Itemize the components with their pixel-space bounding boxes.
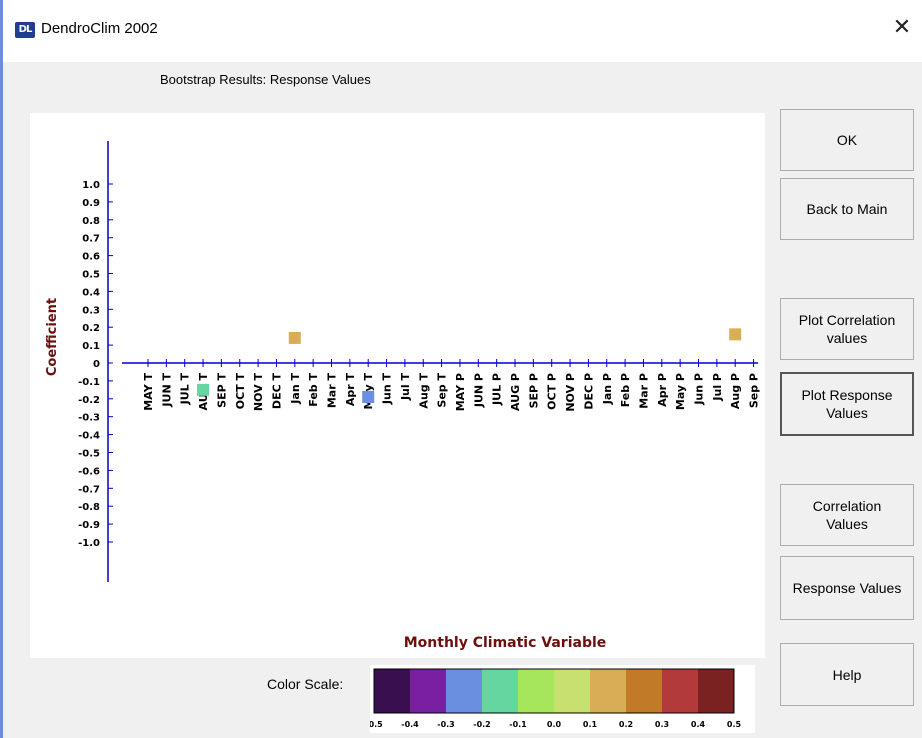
correlation-values-button[interactable]: Correlation Values [780, 484, 914, 546]
x-tick-label: MAY P [454, 373, 467, 411]
ok-button[interactable]: OK [780, 109, 914, 171]
plot-panel: 1.0 0.9 0.8 0.7 0.6 0.5 0.4 0.3 0.2 0.1 0 -0.1 -0.2 -… [30, 113, 765, 658]
x-tick-label: Sep T [436, 373, 449, 408]
coefficient-chart: 1.0 0.9 0.8 0.7 0.6 0.5 0.4 0.3 0.2 0.1 0 -0.1 -0.2 -… [45, 141, 761, 651]
title-bar: DL DendroClim 2002 ✕ [3, 0, 922, 62]
y-tick-label: -0.4 [78, 431, 100, 442]
color-scale-swatch [446, 669, 482, 713]
x-tick-label: NOV T [252, 373, 265, 412]
x-tick-label: Feb P [619, 373, 632, 407]
x-tick-label: Apr P [656, 373, 669, 407]
y-tick-label: 0.1 [82, 341, 100, 352]
x-tick-label: Jan P [601, 373, 614, 405]
y-tick-label: -0.9 [78, 520, 100, 531]
y-tick-label: -0.5 [78, 449, 100, 460]
y-tick-label: 1.0 [82, 180, 100, 191]
x-tick-label: JUL T [179, 373, 192, 406]
color-scale-tick-label: -0.4 [401, 720, 419, 729]
y-tick-label: 0.6 [82, 252, 100, 263]
y-tick-label: -1.0 [78, 538, 100, 549]
back-to-main-button[interactable]: Back to Main [780, 178, 914, 240]
x-tick-label: Feb T [307, 373, 320, 407]
color-scale-tick-label: -0.3 [437, 720, 455, 729]
plot-response-values-button[interactable]: Plot Response Values [780, 372, 914, 436]
x-tick-label: Mar P [637, 373, 650, 409]
y-tick-label: 0.4 [82, 287, 100, 298]
results-heading: Bootstrap Results: Response Values [160, 72, 371, 87]
help-button[interactable]: Help [780, 643, 914, 706]
y-tick-label: 0.8 [82, 216, 100, 227]
y-axis-title: Coefficient [45, 298, 60, 376]
x-tick-label: JUN T [160, 373, 173, 408]
x-tick-label: DEC P [582, 373, 595, 410]
color-scale-tick-label: 0.0 [547, 720, 562, 729]
color-scale-tick-label: 0.4 [691, 720, 706, 729]
x-tick-label: Jun T [381, 373, 394, 406]
x-tick-label: Sep P [748, 373, 761, 408]
close-button[interactable]: ✕ [892, 15, 912, 40]
x-tick-label: Jul P [711, 373, 724, 402]
color-scale-tick-label: 0.3 [655, 720, 669, 729]
plot-correlation-values-button[interactable]: Plot Correlation values [780, 298, 914, 360]
color-scale-swatch [410, 669, 446, 713]
x-tick-label: AUG P [509, 373, 522, 411]
x-tick-label: Apr T [344, 373, 357, 407]
x-tick-label: SEP T [215, 373, 228, 408]
color-scale-swatch [590, 669, 626, 713]
y-tick-label: 0.7 [82, 234, 100, 245]
x-tick-label: JUL P [491, 373, 504, 406]
color-scale-swatch [518, 669, 554, 713]
color-scale-tick-label: -0.1 [509, 720, 527, 729]
color-scale-tick-label: 0.1 [583, 720, 598, 729]
data-point [362, 391, 375, 404]
y-tick-label: -0.2 [78, 395, 100, 406]
x-tick-label: Aug T [417, 373, 430, 409]
y-tick-label: -0.7 [78, 484, 100, 495]
x-tick-label: Jul T [399, 373, 412, 402]
x-tick-label: DEC T [270, 373, 283, 410]
data-point [197, 383, 210, 396]
x-tick-label: Mar T [326, 373, 339, 409]
color-scale-tick-label: 0.5 [727, 720, 742, 729]
y-tick-label: -0.8 [78, 502, 100, 513]
app-logo-icon: DL [15, 22, 35, 38]
y-tick-label: -0.3 [78, 413, 100, 424]
x-axis-title: Monthly Climatic Variable [404, 635, 607, 651]
color-scale-swatch [482, 669, 518, 713]
y-tick-label: -0.1 [78, 377, 100, 388]
y-tick-label: 0 [93, 359, 100, 370]
response-values-button[interactable]: Response Values [780, 556, 914, 620]
y-tick-label: 0.9 [82, 198, 100, 209]
color-scale-swatch [374, 669, 410, 713]
x-tick-label: NOV P [564, 373, 577, 412]
color-scale-swatch [698, 669, 734, 713]
x-tick-label: Jan T [289, 373, 302, 405]
color-scale-bar: -0.5 -0.4 -0.3 -0.2 -0.1 0.0 0.1 0.2 0.3 0.4 0.5 [365, 668, 742, 729]
color-scale-tick-label: 0.2 [619, 720, 633, 729]
x-tick-label: May P [674, 373, 687, 410]
x-tick-label: JUN P [472, 373, 485, 408]
x-tick-label: SEP P [527, 373, 540, 408]
color-scale-border [373, 668, 735, 714]
color-scale-label: Color Scale: [267, 676, 344, 692]
color-scale-swatch [554, 669, 590, 713]
color-scale: -0.5 -0.4 -0.3 -0.2 -0.1 0.0 0.1 0.2 0.3 0.4 0.5 [365, 665, 755, 733]
x-tick-label: OCT T [234, 373, 247, 410]
y-tick-label: 0.3 [82, 305, 100, 316]
window-left-edge [0, 0, 3, 738]
x-tick-label: Jun P [693, 373, 706, 406]
data-point [729, 328, 742, 341]
color-scale-tick-label: -0.2 [473, 720, 491, 729]
y-tick-label: -0.6 [78, 466, 100, 477]
x-tick-label: MAY T [142, 373, 155, 411]
y-tick-label: 0.5 [82, 270, 100, 281]
color-scale-tick-label: -0.5 [370, 720, 383, 729]
window-title: DendroClim 2002 [41, 20, 158, 37]
x-tick-label: OCT P [546, 373, 559, 410]
color-scale-swatch [626, 669, 662, 713]
y-tick-label: 0.2 [82, 323, 100, 334]
data-point [288, 331, 301, 344]
x-tick-label: Aug P [729, 373, 742, 409]
color-scale-swatch [662, 669, 698, 713]
